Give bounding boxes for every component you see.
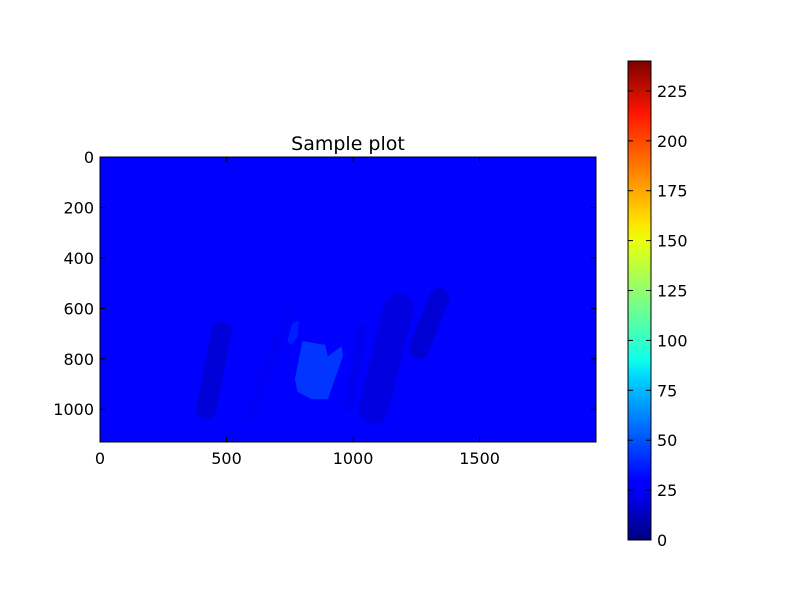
heatmap-band-5 — [358, 293, 414, 425]
plot-frame — [99, 156, 597, 443]
colorbar-tick-label: 200 — [657, 132, 688, 151]
heatmap-region-2 — [287, 320, 299, 345]
x-tick-label: 0 — [95, 449, 105, 468]
y-tick-label: 400 — [63, 249, 94, 268]
y-tick-label: 200 — [63, 198, 94, 217]
x-tick-label: 1500 — [459, 449, 500, 468]
y-axis: 0 200 400 600 800 1000 — [53, 148, 596, 419]
x-tick-label: 1000 — [333, 449, 374, 468]
colorbar-tick-label: 125 — [657, 282, 688, 301]
colorbar-tick-label: 175 — [657, 182, 688, 201]
y-tick-label: 0 — [84, 148, 94, 167]
colorbar-tick-label: 225 — [657, 82, 688, 101]
colorbar-tick-label: 25 — [657, 481, 677, 500]
heatmap-image — [100, 157, 596, 442]
heatmap-band-4 — [344, 323, 367, 412]
y-tick-label: 1000 — [53, 400, 94, 419]
colorbar-ticks: 0 25 50 75 100 125 150 175 200 225 — [628, 82, 688, 550]
x-axis: 0 500 1000 1500 — [95, 157, 500, 468]
colorbar-tick-label: 0 — [657, 531, 667, 550]
heatmap-background — [100, 157, 596, 442]
x-tick-label: 500 — [211, 449, 242, 468]
y-tick-label: 800 — [63, 350, 94, 369]
heatmap-band-7 — [408, 288, 450, 359]
colorbar-tick-label: 100 — [657, 331, 688, 350]
colorbar-tick-label: 50 — [657, 431, 677, 450]
chart-title: Sample plot — [291, 133, 405, 155]
heatmap-band-3 — [243, 307, 295, 423]
y-tick-label: 600 — [63, 299, 94, 318]
colorbar-tick-label: 150 — [657, 232, 688, 251]
heatmap-band-6 — [196, 320, 232, 420]
heatmap-features — [196, 288, 450, 425]
heatmap-region-1 — [294, 341, 343, 400]
colorbar-gradient — [627, 60, 652, 541]
colorbar: 0 25 50 75 100 125 150 175 200 225 — [627, 60, 688, 550]
colorbar-tick-label: 75 — [657, 381, 677, 400]
